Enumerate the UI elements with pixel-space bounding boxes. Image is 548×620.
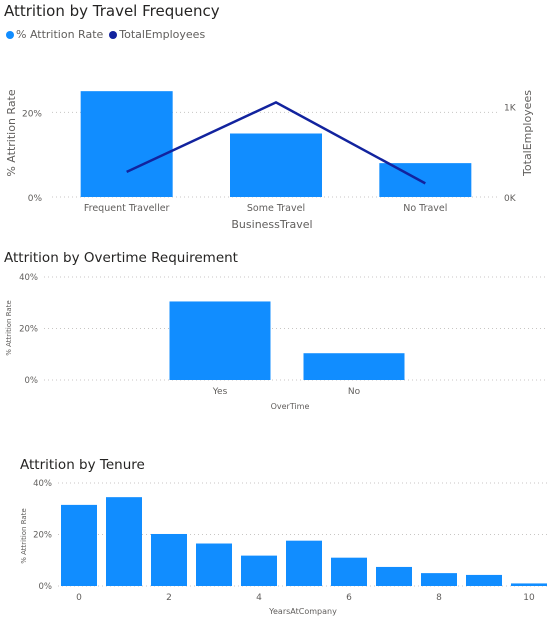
y-tick-label: 20% [33,531,52,541]
x-axis-label: BusinessTravel [231,218,312,231]
x-tick-label: No [348,387,361,397]
x-tick-label: 2 [166,593,172,603]
chart-title: Attrition by Tenure [20,457,145,473]
x-tick-label: No Travel [403,203,447,214]
bar [61,504,97,586]
legend-item-attrition-rate[interactable]: % Attrition Rate [6,28,103,41]
bar [230,133,322,197]
bar [169,301,271,380]
y-axis-label: % Attrition Rate [5,89,18,177]
y-axis-label: % Attrition Rate [5,300,13,356]
x-tick-label: Frequent Traveller [84,203,170,214]
bar [421,573,457,586]
legend-label: TotalEmployees [119,28,206,41]
bar [286,540,322,586]
chart-overtime: Attrition by Overtime Requirement 0% 20% 4… [0,240,548,430]
chart-legend: % Attrition Rate TotalEmployees [6,28,211,41]
chart-title: Attrition by Overtime Requirement [4,250,238,266]
x-tick-label: 4 [256,593,262,603]
bar [376,566,412,586]
x-tick-label: 0 [76,593,82,603]
bar [196,543,232,586]
y-tick-label: 40% [19,273,38,283]
x-tick-label: Some Travel [247,203,305,214]
chart-plot: 0% 20% 40% 0 2 4 6 8 10 YearsAtCompany % Attrition… [20,479,548,616]
chart-tenure: Attrition by Tenure 0% 20% 40% 0 2 4 6 8 10 Years… [0,444,548,620]
chart-plot: 0% 20% 0K 1K Frequent Traveller Some Travel No… [5,89,534,231]
x-axis-label: YearsAtCompany [268,607,337,616]
y-tick-label: 20% [22,109,42,119]
x-tick-label: 6 [346,593,352,603]
y2-tick-label: 1K [504,103,517,113]
x-tick-label: 8 [436,593,442,603]
bar [466,574,502,586]
bar [331,557,367,586]
y2-tick-label: 0K [504,194,517,204]
bar [511,583,547,586]
y-tick-label: 20% [19,325,38,335]
y-tick-label: 0% [28,194,43,204]
legend-label: % Attrition Rate [16,28,104,41]
legend-dot [109,30,118,39]
bar [303,353,405,380]
bar [241,555,277,586]
x-tick-label: Yes [212,387,228,397]
bar [106,497,142,586]
bar [80,91,173,197]
legend-dot [6,30,14,39]
x-tick-label: 10 [523,593,535,603]
bar [151,533,187,586]
y-axis-label: % Attrition Rate [20,508,28,564]
y-tick-label: 0% [39,582,53,592]
y2-axis-label: TotalEmployees [521,90,534,177]
chart-title: Attrition by Travel Frequency [4,2,220,20]
y-tick-label: 40% [33,479,52,489]
x-axis-label: OverTime [271,402,310,411]
series-line-total-employees [126,100,426,185]
chart-travel-frequency: Attrition by Travel Frequency % Attritio… [0,0,548,236]
y-tick-label: 0% [25,376,39,386]
chart-plot: 0% 20% 40% Yes No OverTime % Attrition Rate [5,273,545,411]
legend-item-total-employees[interactable]: TotalEmployees [109,28,205,41]
bar [379,163,472,197]
